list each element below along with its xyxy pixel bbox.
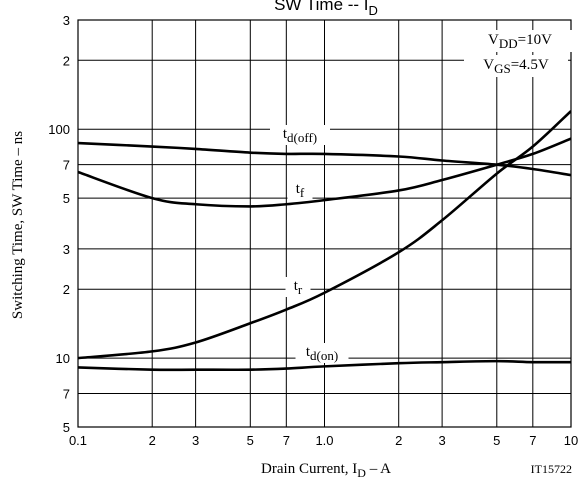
y-tick-label: 7 [63,387,70,402]
xlabel-main: Drain Current, I [261,461,357,477]
annotation: IT15722 [531,462,572,476]
series-label: tf [296,181,305,200]
xlabel-tail: – A [366,461,391,477]
series-name: t [296,181,301,197]
series-subscript: d(off) [287,130,317,145]
condition-bg [464,55,568,77]
x-tick-label: 0.1 [69,433,87,448]
label-bg [270,125,330,145]
series-subscript: d(on) [310,348,338,363]
series-label: tr [294,278,303,297]
x-tick-label: 3 [438,433,445,448]
condition-bg [468,30,572,52]
series-line [78,359,571,372]
y-tick-label: 2 [63,53,70,68]
y-tick-label: 5 [63,420,70,435]
y-axis-label: Switching Time, SW Time – ns [10,131,26,319]
condition: VGS=4.5V [483,57,549,76]
series-name: t [283,126,288,142]
x-tick-label: 7 [283,433,290,448]
x-tick-label: 2 [149,433,156,448]
series-name: t [306,344,311,360]
x-tick-label: 3 [192,433,199,448]
label-bg [287,180,313,200]
y-tick-label: 3 [63,242,70,257]
x-tick-label: 5 [493,433,500,448]
label-bg [295,343,349,363]
series-name: t [294,278,299,294]
title-main: SW Time -- I [274,0,368,14]
x-tick-label: 10 [564,433,578,448]
series-subscript: r [298,282,303,297]
x-tick-label: 7 [529,433,536,448]
xlabel-sub: D [357,466,366,480]
y-tick-label: 10 [56,351,70,366]
condition-main: V [483,57,494,73]
chart-title: SW Time -- ID [274,0,378,18]
y-tick-label: 3 [63,13,70,28]
condition-sub: DD [499,36,518,51]
y-tick-label: 7 [63,158,70,173]
condition-tail: =4.5V [511,57,549,73]
y-tick-label: 2 [63,282,70,297]
x-tick-label: 5 [247,433,254,448]
series-line [78,137,571,208]
y-tick-label: 100 [48,122,70,137]
label-bg [285,277,311,297]
condition-sub: GS [494,61,511,76]
series-label: td(on) [306,344,338,363]
condition-main: V [488,32,499,48]
series-subscript: f [300,185,305,200]
plot-frame [77,19,572,428]
y-tick-label: 5 [63,191,70,206]
condition: VDD=10V [488,32,552,51]
x-tick-label: 1.0 [315,433,333,448]
x-axis-label: Drain Current, ID – A [261,461,391,480]
series-line [78,110,571,360]
title-sub: D [369,3,378,18]
x-tick-label: 2 [395,433,402,448]
condition-tail: =10V [518,32,552,48]
series-label: td(off) [283,126,317,145]
